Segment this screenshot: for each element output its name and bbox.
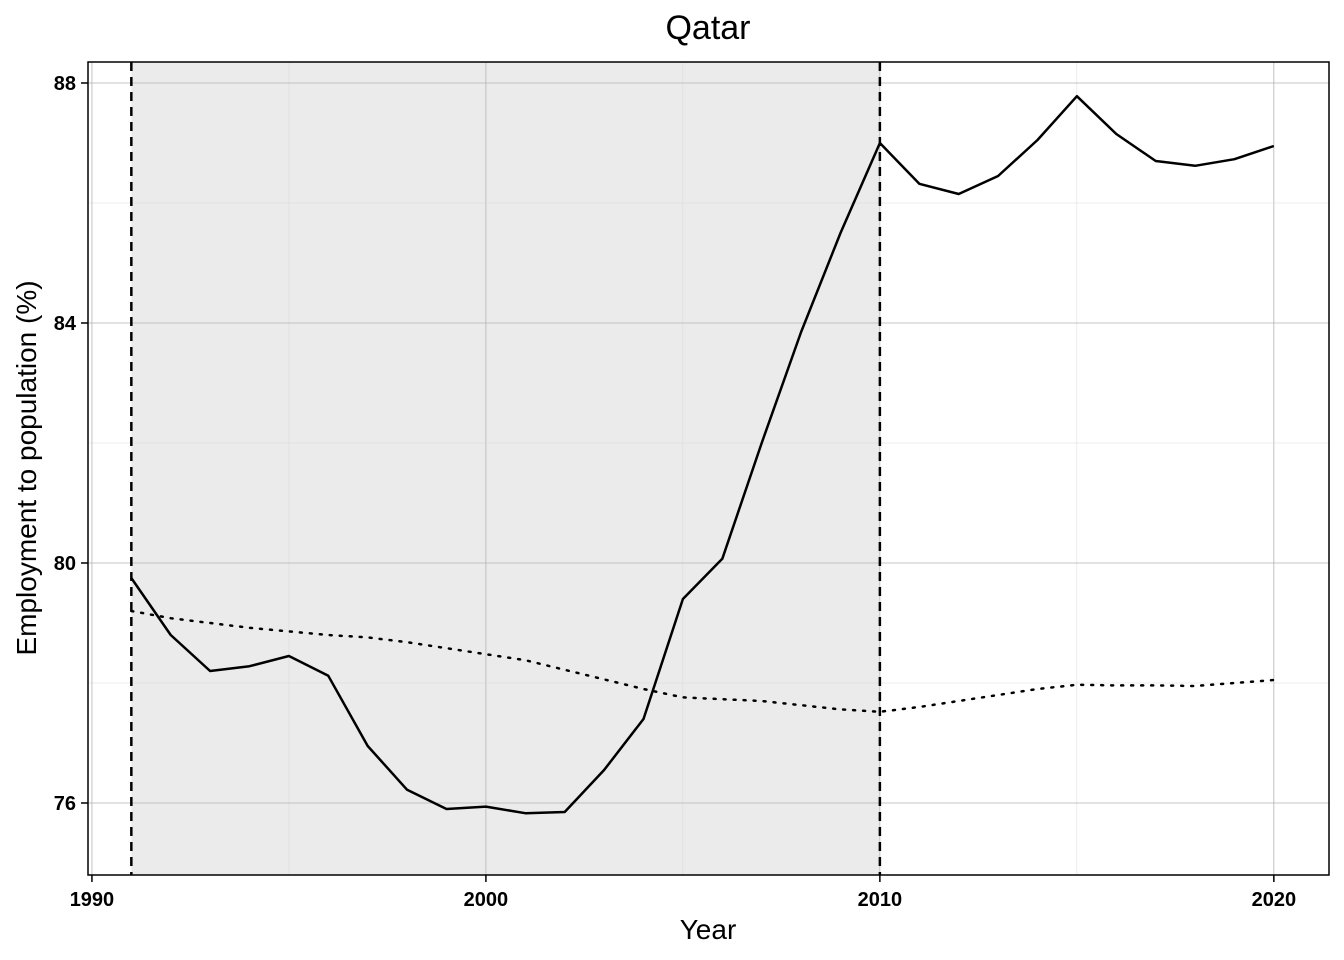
x-axis-title: Year [680, 914, 737, 945]
y-tick-label: 88 [54, 73, 76, 95]
y-tick-label: 76 [54, 793, 76, 815]
solid-series-line [130, 94, 1275, 815]
x-tick-label: 1990 [70, 889, 115, 911]
x-axis: 1990 2000 2010 2020 [70, 875, 1296, 911]
x-tick-label: 2010 [858, 889, 903, 911]
x-tick-label: 2000 [464, 889, 509, 911]
y-axis-title: Employment to population (%) [11, 280, 42, 655]
grid-lines [88, 62, 1329, 875]
x-tick-label: 2020 [1252, 889, 1297, 911]
y-axis: 76 80 84 88 [54, 73, 88, 815]
shaded-region [131, 62, 880, 875]
dotted-series-line [130, 609, 1276, 714]
chart-title: Qatar [665, 9, 750, 47]
y-tick-label: 80 [54, 553, 76, 575]
y-tick-label: 84 [54, 313, 77, 335]
reference-lines [130, 62, 882, 875]
plot-border [87, 61, 1330, 876]
series-lines [130, 94, 1276, 815]
